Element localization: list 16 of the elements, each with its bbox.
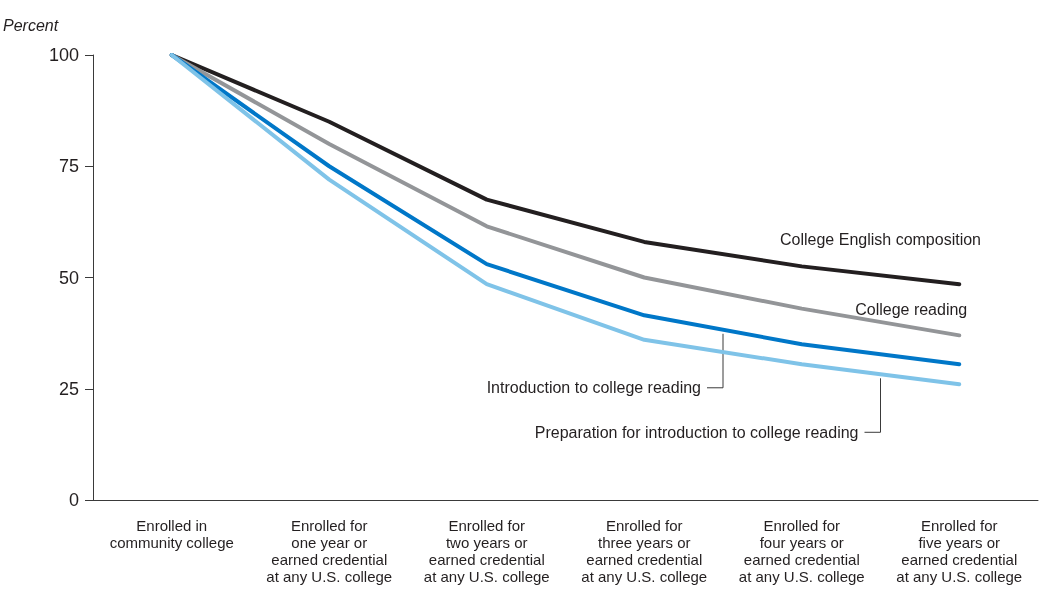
- y-axis-title: Percent: [3, 16, 59, 34]
- y-tick-label: 25: [58, 378, 79, 399]
- x-tick-label: Enrolled for one year or earned credential at any U.S. college: [266, 517, 393, 585]
- y-tick-label: 0: [68, 490, 79, 510]
- x-tick-label: Enrolled for three years or earned credential at any U.S. college: [581, 517, 708, 585]
- series-label: College English composition: [780, 230, 981, 248]
- y-tick-label: 75: [58, 156, 79, 177]
- text: Introduction to college reading: [486, 379, 701, 397]
- x-tick-label: Enrolled for four years or earned credential at any U.S. college: [738, 517, 865, 585]
- x-tick-label: Enrolled in community college: [109, 517, 234, 551]
- text: Preparation for introduction to college reading: [534, 423, 859, 441]
- y-tick-label: 100: [48, 45, 79, 65]
- y-tick-label: 50: [58, 267, 79, 288]
- x-tick-label: Enrolled for five years or earned credential at any U.S. college: [896, 517, 1023, 585]
- x-tick-label: Enrolled for two years or earned credential at any U.S. college: [423, 517, 550, 585]
- series-label: College reading: [855, 300, 968, 318]
